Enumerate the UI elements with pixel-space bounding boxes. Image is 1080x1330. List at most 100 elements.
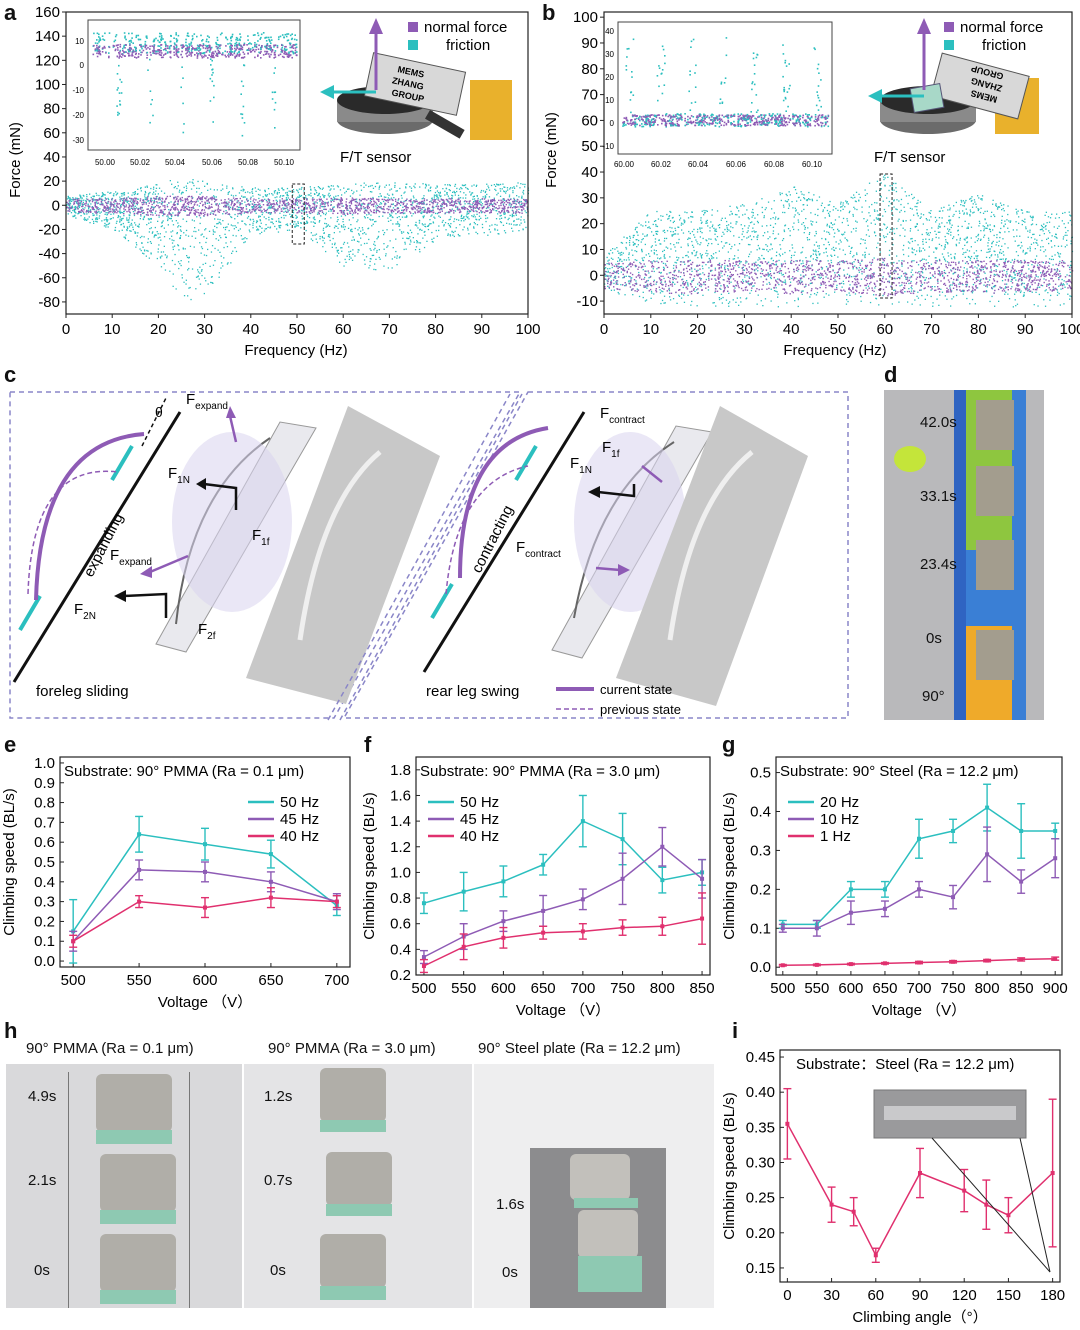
- normal-point: [482, 207, 484, 209]
- normal-point: [81, 209, 83, 211]
- normal-point: [186, 198, 188, 201]
- normal-point: [405, 205, 407, 207]
- normal-point: [491, 208, 494, 211]
- normal-point: [244, 211, 246, 213]
- normal-point: [428, 211, 431, 214]
- friction-point: [954, 253, 956, 255]
- normal-point: [154, 198, 156, 200]
- friction-point: [153, 207, 155, 209]
- inset-friction-point: [291, 33, 293, 35]
- inset-friction-point: [222, 52, 224, 54]
- friction-point: [1018, 244, 1020, 246]
- friction-point: [239, 228, 241, 230]
- friction-point: [1029, 250, 1031, 252]
- friction-point: [443, 224, 445, 226]
- inset-normal-point: [138, 53, 140, 55]
- normal-point: [448, 211, 450, 213]
- friction-point: [436, 194, 438, 196]
- friction-point: [337, 227, 339, 229]
- friction-point: [911, 303, 913, 305]
- friction-point: [852, 256, 854, 258]
- friction-point: [328, 236, 331, 238]
- friction-point: [1037, 244, 1039, 246]
- normal-point: [193, 209, 196, 212]
- friction-point: [892, 214, 894, 216]
- normal-point: [477, 201, 479, 203]
- inset-friction-point: [162, 49, 165, 51]
- friction-point: [898, 218, 900, 220]
- inset-friction-point: [188, 43, 190, 45]
- inset-friction-point: [123, 44, 125, 47]
- normal-point: [159, 211, 161, 214]
- inset-friction-point: [284, 49, 286, 51]
- normal-point: [188, 206, 191, 209]
- inset-normal-point: [196, 54, 199, 56]
- friction-point: [413, 185, 415, 187]
- friction-point: [413, 241, 415, 243]
- friction-point: [941, 217, 943, 219]
- friction-point: [451, 198, 453, 200]
- inset-friction-point: [234, 42, 236, 45]
- normal-point: [173, 198, 175, 200]
- normal-point: [134, 208, 136, 210]
- friction-point: [513, 197, 515, 199]
- friction-point: [687, 283, 689, 285]
- normal-point: [163, 213, 165, 216]
- normal-point: [305, 198, 308, 200]
- normal-point: [490, 210, 492, 212]
- friction-point: [312, 234, 314, 237]
- friction-point: [286, 194, 288, 196]
- friction-point: [172, 230, 174, 232]
- inset-normal-point: [118, 57, 120, 59]
- normal-point: [507, 201, 509, 204]
- friction-point: [178, 211, 180, 213]
- friction-point: [313, 218, 315, 220]
- friction-point: [69, 200, 71, 203]
- friction-point: [241, 203, 243, 205]
- inset-normal-point: [240, 45, 242, 47]
- inset-friction-point: [196, 44, 199, 47]
- friction-point: [480, 210, 482, 212]
- normal-point: [157, 205, 159, 207]
- friction-point: [251, 207, 253, 209]
- friction-point: [795, 260, 797, 262]
- inset-friction-point: [262, 32, 265, 34]
- friction-point: [92, 198, 95, 200]
- normal-point: [145, 203, 147, 205]
- friction-point: [687, 243, 689, 245]
- friction-point: [144, 197, 146, 199]
- normal-point: [419, 206, 421, 208]
- friction-point: [267, 226, 269, 228]
- normal-point: [518, 202, 520, 204]
- normal-point: [168, 202, 170, 204]
- friction-point: [895, 208, 897, 210]
- friction-point: [75, 212, 77, 214]
- friction-point: [282, 208, 285, 210]
- friction-point: [1037, 286, 1039, 288]
- friction-point: [404, 212, 406, 214]
- friction-point: [143, 199, 145, 201]
- friction-point: [719, 224, 721, 226]
- inset-friction-point: [243, 122, 246, 124]
- friction-point: [108, 210, 110, 213]
- normal-point: [313, 207, 315, 209]
- friction-point: [196, 191, 198, 193]
- normal-point: [271, 207, 273, 209]
- friction-point: [370, 258, 372, 260]
- friction-point: [102, 199, 104, 201]
- normal-point: [414, 200, 417, 203]
- friction-point: [308, 206, 310, 208]
- normal-point: [184, 199, 186, 201]
- friction-point: [475, 218, 477, 220]
- friction-point: [361, 204, 363, 206]
- friction-point: [271, 193, 273, 195]
- normal-point: [341, 199, 343, 201]
- normal-point: [180, 199, 182, 201]
- normal-point: [372, 205, 375, 208]
- normal-point: [366, 205, 369, 208]
- normal-point: [511, 207, 514, 209]
- friction-point: [103, 225, 106, 227]
- friction-point: [305, 197, 307, 199]
- inset-friction-point: [186, 48, 188, 51]
- friction-point: [421, 209, 423, 211]
